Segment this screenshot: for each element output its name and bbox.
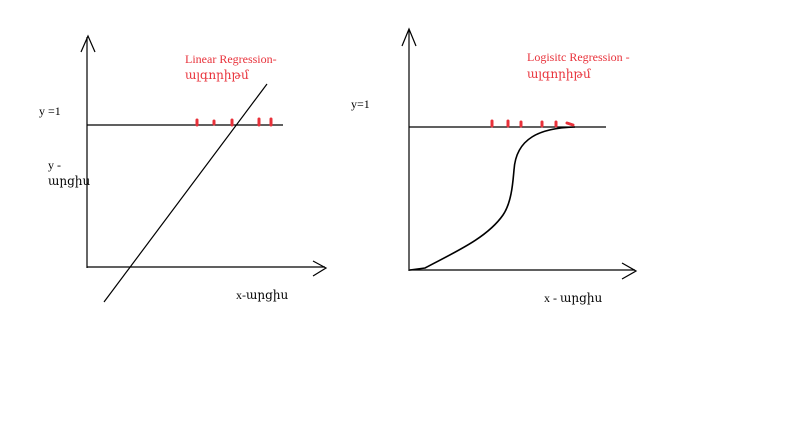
right-x-axis-arrowhead xyxy=(621,262,638,280)
logistic-sigmoid-curve xyxy=(409,126,576,271)
right-data-point xyxy=(565,121,575,127)
left-y-axis-label-line2: արցիս xyxy=(48,174,91,188)
left-title-line1: Linear Regression- xyxy=(185,52,277,66)
left-x-axis-arrowhead xyxy=(312,260,328,277)
right-data-points xyxy=(490,119,575,128)
left-title-line2: ալգորիթմ xyxy=(185,68,249,82)
right-title-line2: ալգորիթմ xyxy=(527,67,591,81)
left-y-axis-arrowhead xyxy=(80,34,96,53)
left-x-axis-label: x-արցիս xyxy=(236,288,289,302)
left-diagram xyxy=(80,34,328,303)
right-y-one-label: y=1 xyxy=(351,97,370,111)
linear-regression-line xyxy=(103,83,268,303)
right-y-axis-arrowhead xyxy=(401,27,417,47)
left-y-one-label: y =1 xyxy=(39,104,61,118)
right-diagram xyxy=(401,27,638,280)
left-y-axis-label-line1: y - xyxy=(48,158,61,172)
right-x-axis-label: x - արցիս xyxy=(544,291,603,305)
right-title-line1: Logisitc Regression - xyxy=(527,50,630,64)
left-data-points xyxy=(195,117,273,127)
